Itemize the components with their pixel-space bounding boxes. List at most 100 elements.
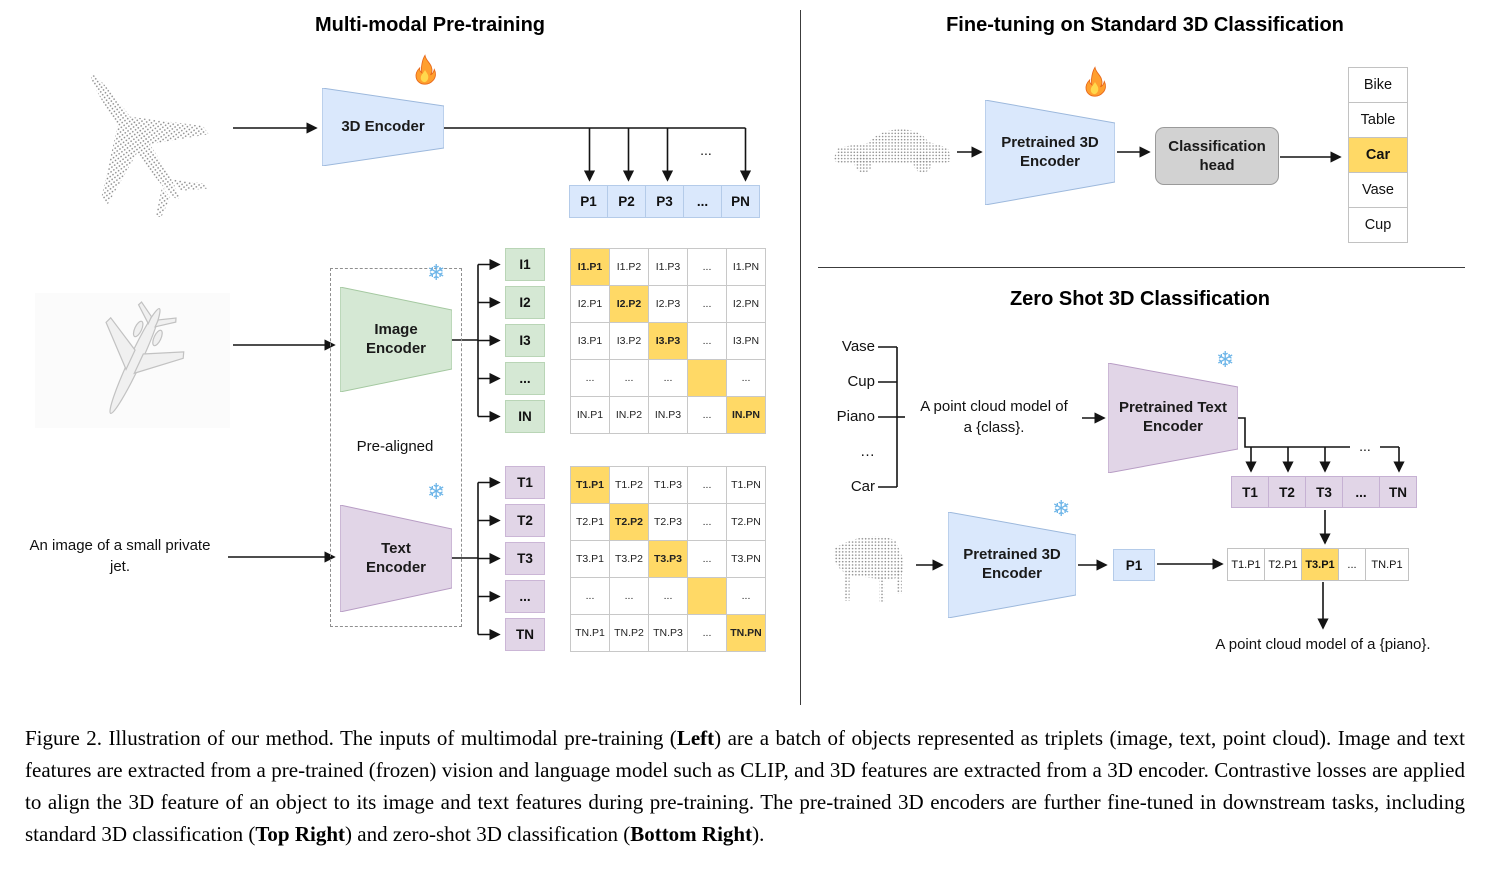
- caption-segment: ).: [752, 822, 765, 846]
- snowflake-icon: ❄: [427, 479, 446, 504]
- classification-table: Bike Table Car Vase Cup: [1348, 67, 1408, 243]
- vertical-divider: [800, 10, 801, 705]
- encoder-3d: 3D Encoder: [322, 88, 444, 166]
- caption-segment: ) and zero-shot 3D classification (: [345, 822, 631, 846]
- image-point-similarity-matrix: I1.P1 I1.P2 I1.P3... I1.PN I2.P1 I2.P2 I2.P3..…: [570, 248, 766, 434]
- encoder-3d-label: 3D Encoder: [341, 117, 425, 135]
- matrix-cell: ...: [727, 578, 766, 615]
- similarity-cell: ...: [1338, 548, 1366, 581]
- text-encoder: Text Encoder: [340, 505, 452, 612]
- matrix-cell: ...: [688, 249, 727, 286]
- image-feature-cell: I3: [505, 324, 545, 357]
- matrix-cell: ...: [688, 323, 727, 360]
- zero-shot-title: Zero Shot 3D Classification: [1009, 288, 1271, 310]
- matrix-cell: TN.P1: [571, 615, 610, 652]
- matrix-cell: IN.P1: [571, 397, 610, 434]
- p-feature-cell: P1: [569, 185, 608, 218]
- t-feature-cell: T2: [1268, 476, 1306, 508]
- matrix-cell: ...: [688, 504, 727, 541]
- matrix-cell: ...: [688, 397, 727, 434]
- class-word: Vase: [841, 338, 875, 355]
- image-feature-cell: ...: [505, 362, 545, 395]
- matrix-cell: ...: [727, 360, 766, 397]
- p-feature-cell: PN: [721, 185, 760, 218]
- class-word: …: [860, 443, 875, 460]
- class-cell: Cup: [1348, 207, 1408, 243]
- matrix-cell: ...: [610, 578, 649, 615]
- text-feature-cell: TN: [505, 618, 545, 651]
- pretrained-text-encoder-label: Pretrained Text Encoder: [1118, 399, 1228, 435]
- matrix-cell: T2.P3: [649, 504, 688, 541]
- class-word: Cup: [847, 373, 875, 390]
- matrix-cell: TN.P3: [649, 615, 688, 652]
- class-word: Car: [850, 478, 875, 495]
- matrix-cell: I1.P3: [649, 249, 688, 286]
- matrix-cell: T3.P1: [571, 541, 610, 578]
- class-cell: Car: [1348, 137, 1408, 173]
- zero-shot-t-row: T1 T2 T3... TN: [1231, 476, 1417, 508]
- matrix-cell: ...: [571, 578, 610, 615]
- matrix-cell: ...: [610, 360, 649, 397]
- p-feature-cell: ...: [683, 185, 722, 218]
- t-feature-cell: T3: [1305, 476, 1343, 508]
- t-feature-cell: TN: [1379, 476, 1417, 508]
- matrix-cell: ...: [688, 541, 727, 578]
- matrix-cell: T1.P3: [649, 467, 688, 504]
- class-cell: Table: [1348, 102, 1408, 138]
- snowflake-icon: ❄: [1216, 347, 1235, 372]
- p-feature-row: P1 P2 P3... PN: [569, 185, 760, 218]
- matrix-cell: ...: [688, 615, 727, 652]
- p-feature-cell: P2: [607, 185, 646, 218]
- matrix-cell: T2.P1: [571, 504, 610, 541]
- matrix-cell: IN.PN: [727, 397, 766, 434]
- similarity-cell: T2.P1: [1264, 548, 1302, 581]
- jet-photo: [35, 293, 230, 428]
- pretrained-3d-encoder-label: Pretrained 3D Encoder: [963, 546, 1061, 582]
- matrix-cell: IN.P3: [649, 397, 688, 434]
- image-feature-cell: IN: [505, 400, 545, 433]
- pre-aligned-box: [330, 268, 462, 627]
- t-feature-cell: ...: [1342, 476, 1380, 508]
- matrix-cell: I3.P1: [571, 323, 610, 360]
- snowflake-icon: ❄: [427, 260, 446, 285]
- matrix-cell: T1.P1: [571, 467, 610, 504]
- text-encoder-label: Text Encoder: [365, 539, 426, 576]
- pre-aligned-label: Pre-aligned: [356, 438, 434, 455]
- horizontal-divider: [818, 267, 1465, 268]
- similarity-cell: T1.P1: [1227, 548, 1265, 581]
- caption-bold-segment: Left: [676, 726, 715, 750]
- ellipsis-label: ...: [693, 142, 719, 158]
- prompt-text: A point cloud model of a {class}.: [920, 398, 1068, 436]
- matrix-cell: I3.PN: [727, 323, 766, 360]
- caption-segment: ) are a batch of objects represented as …: [25, 726, 1465, 846]
- figure-caption: Figure 2. Illustration of our method. Th…: [25, 722, 1465, 850]
- matrix-cell: T1.P2: [610, 467, 649, 504]
- matrix-cell: [688, 360, 727, 397]
- matrix-cell: ...: [571, 360, 610, 397]
- matrix-cell: T1.PN: [727, 467, 766, 504]
- matrix-cell: I3.P2: [610, 323, 649, 360]
- matrix-cell: TN.PN: [727, 615, 766, 652]
- matrix-cell: ...: [688, 467, 727, 504]
- text-feature-cell: T2: [505, 504, 545, 537]
- matrix-cell: I3.P3: [649, 323, 688, 360]
- pretrained-3d-encoder-zeroshot: Pretrained 3D Encoder: [948, 512, 1076, 618]
- matrix-cell: T3.P3: [649, 541, 688, 578]
- p1-feature-cell: P1: [1113, 549, 1155, 581]
- caption-bold-segment: Bottom Right: [630, 822, 753, 846]
- matrix-cell: ...: [688, 286, 727, 323]
- matrix-cell: I1.P1: [571, 249, 610, 286]
- piano-point-cloud: [833, 536, 905, 602]
- matrix-cell: TN.P2: [610, 615, 649, 652]
- matrix-cell: ...: [649, 360, 688, 397]
- zero-shot-result: A point cloud model of a {piano}.: [1215, 636, 1431, 653]
- image-feature-column: I1 I2 I3... IN: [505, 248, 545, 433]
- matrix-cell: ...: [649, 578, 688, 615]
- class-word: Piano: [836, 408, 875, 425]
- car-point-cloud: [833, 129, 952, 173]
- matrix-cell: T2.PN: [727, 504, 766, 541]
- jet-caption: An image of a small private jet.: [29, 537, 211, 575]
- matrix-cell: I2.P2: [610, 286, 649, 323]
- matrix-cell: I2.P3: [649, 286, 688, 323]
- matrix-cell: I2.P1: [571, 286, 610, 323]
